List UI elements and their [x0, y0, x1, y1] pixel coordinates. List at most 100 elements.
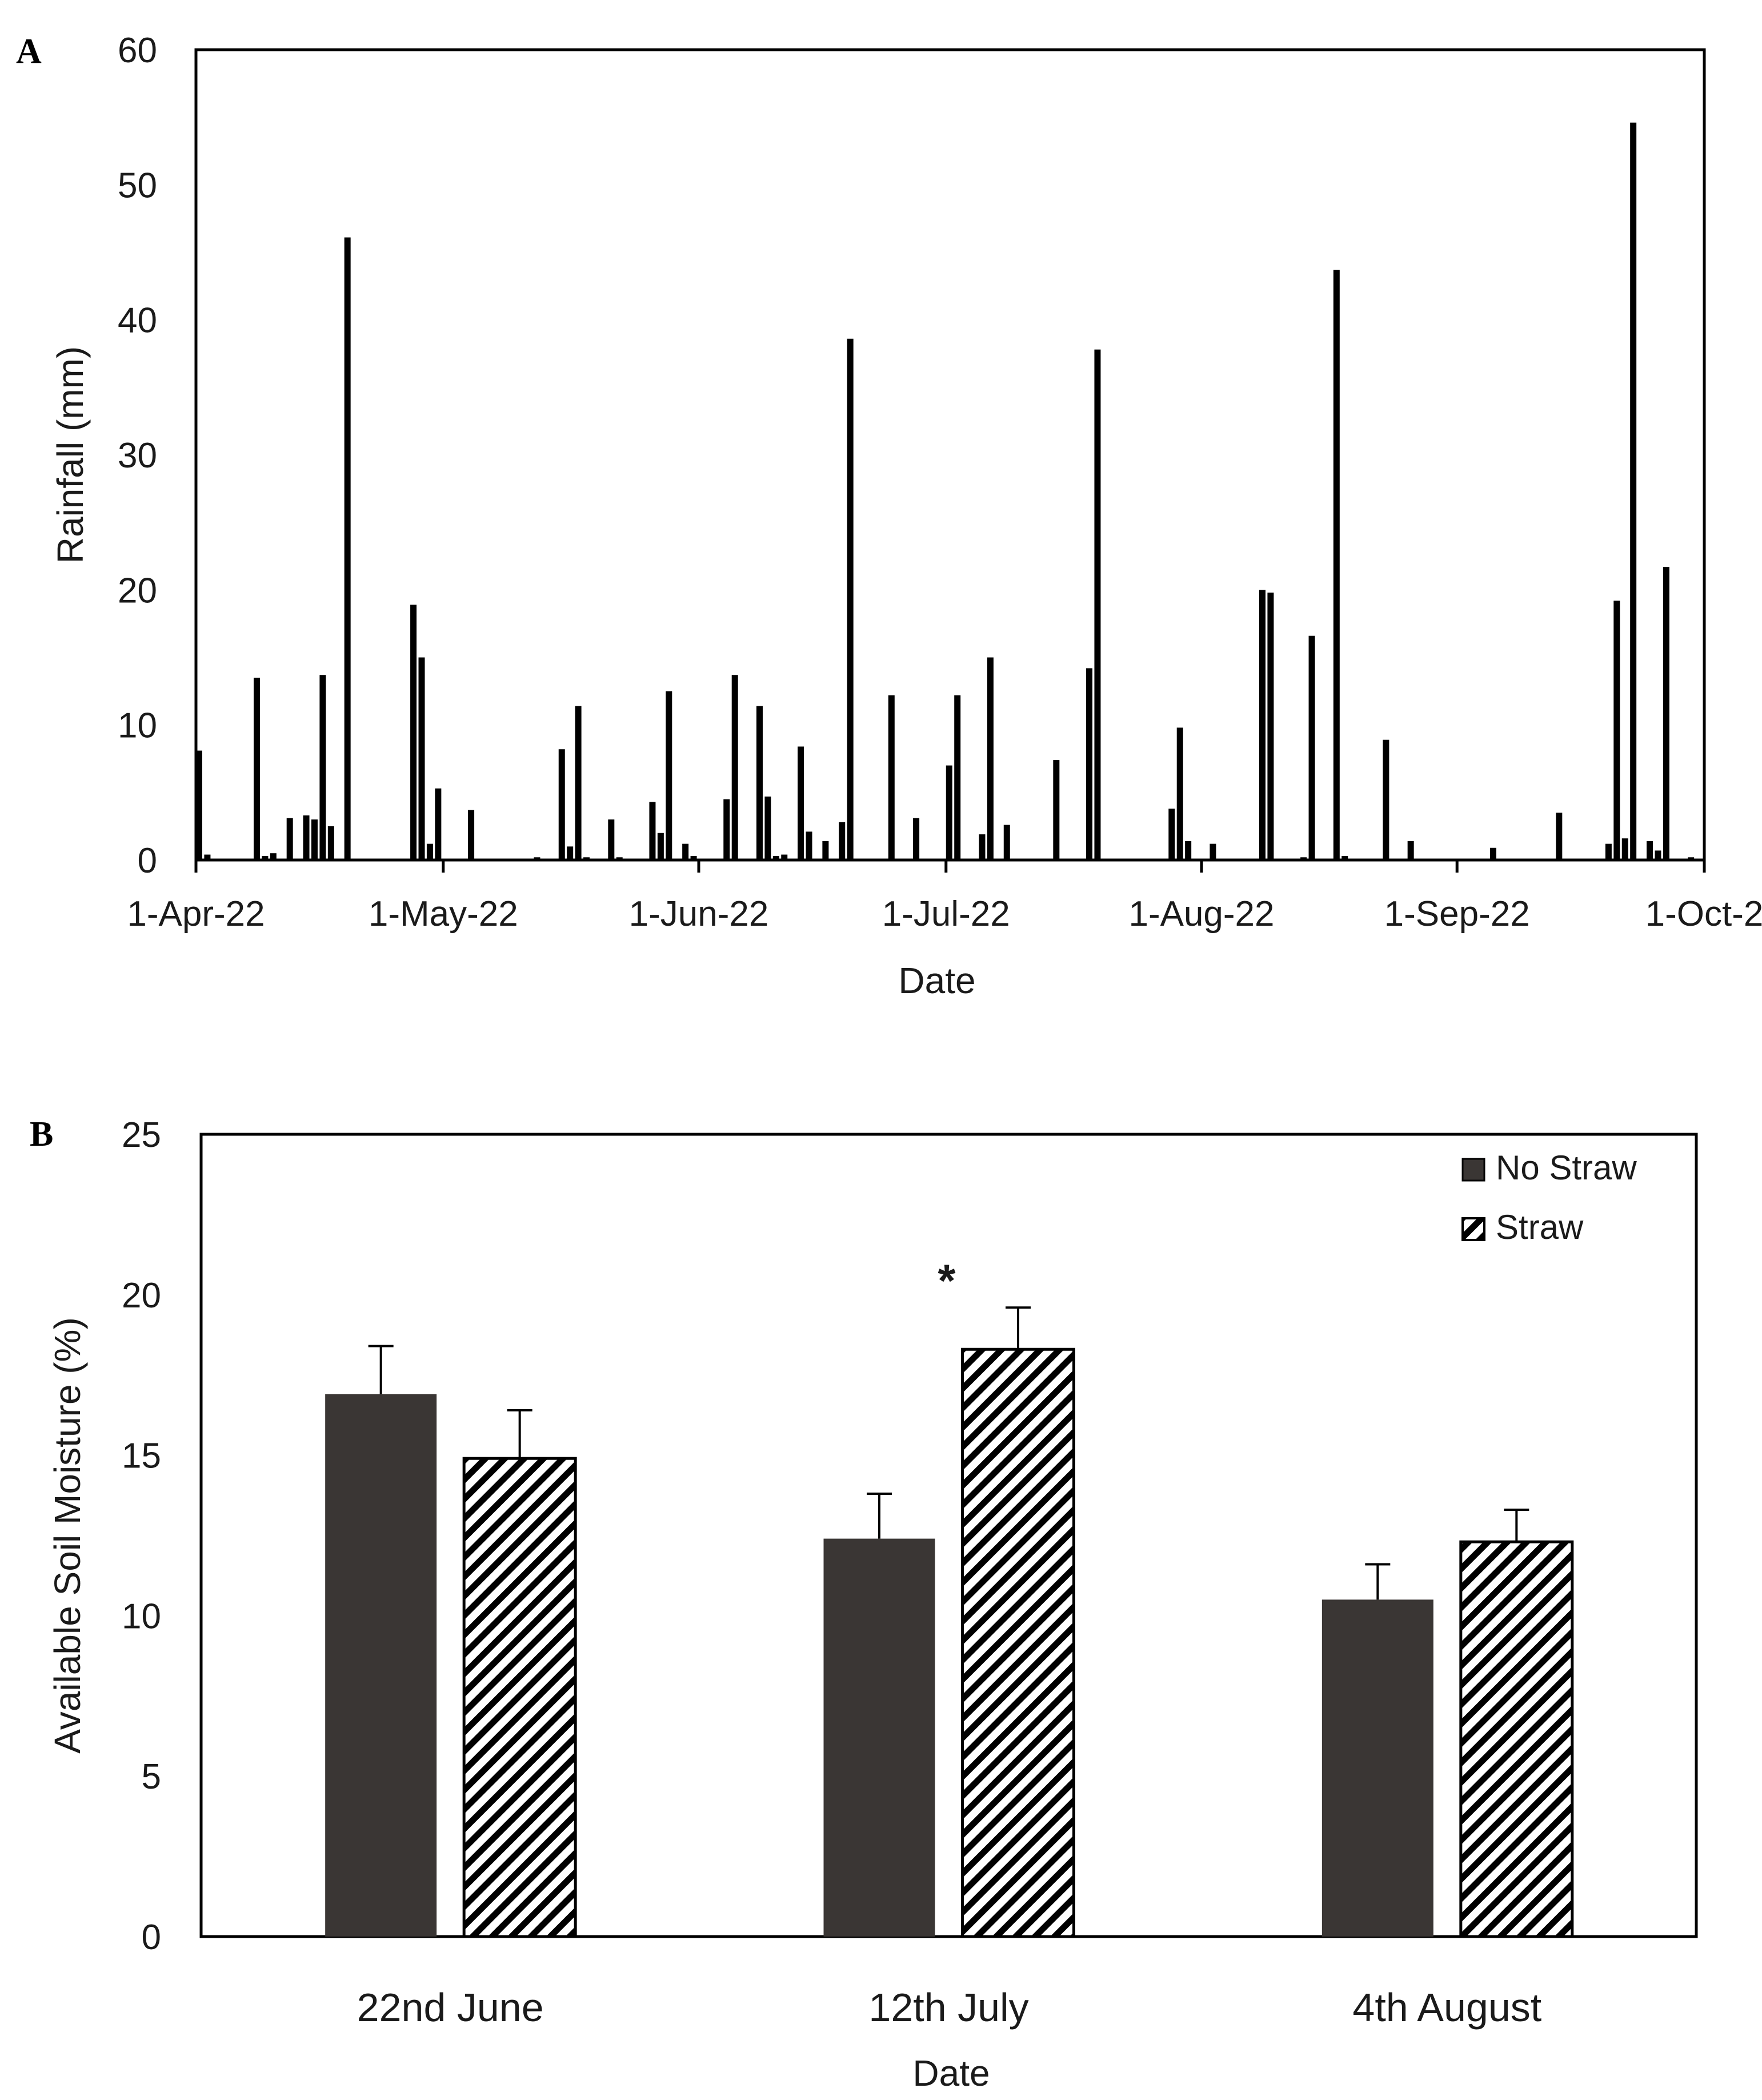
panel-b: B 0 5 10 15 20 25 * 22nd June 12th July 4th Aug… — [30, 1115, 1698, 2094]
rainfall-bar — [1647, 841, 1653, 860]
rainfall-bar — [410, 605, 417, 860]
panel-a-x-ticks: 1-Apr-22 1-May-22 1-Jun-22 1-Jul-22 1-Aug-22… — [127, 860, 1762, 934]
panel-a-y-ticks: 0 10 20 30 40 50 60 — [118, 31, 157, 881]
panel-b-bars: * — [325, 1255, 1574, 1938]
panel-b-y-tick-label: 0 — [142, 1918, 161, 1957]
panel-b-category-label: 4th August — [1352, 1985, 1541, 2030]
rainfall-bar — [1663, 567, 1669, 860]
bar-no-straw — [325, 1394, 437, 1937]
rainfall-bar — [196, 750, 202, 860]
rainfall-bar — [204, 854, 211, 860]
bar-straw — [1459, 1540, 1574, 1938]
rainfall-bar — [1094, 349, 1101, 860]
rainfall-bar — [311, 819, 318, 860]
rainfall-bar — [1259, 590, 1266, 860]
panel-a-y-tick-label: 50 — [118, 166, 157, 205]
panel-a-x-tick-label: 1-Jun-22 — [629, 894, 769, 934]
rainfall-bar — [1333, 270, 1340, 860]
panel-a-y-tick-label: 30 — [118, 436, 157, 475]
rainfall-bar — [418, 657, 425, 860]
rainfall-bar — [303, 815, 310, 860]
panel-b-y-axis-title: Available Soil Moisture (%) — [47, 1317, 88, 1754]
panel-a-label: A — [16, 32, 42, 71]
rainfall-bar — [1210, 843, 1216, 860]
rainfall-bar — [435, 788, 442, 860]
rainfall-bar — [798, 746, 804, 860]
panel-a-x-tick-label: 1-Apr-22 — [127, 894, 265, 934]
panel-b-y-tick-label: 25 — [122, 1115, 161, 1155]
rainfall-bar — [954, 695, 961, 860]
panel-b-y-tick-label: 15 — [122, 1437, 161, 1476]
panel-a-y-tick-label: 10 — [118, 706, 157, 746]
panel-b-x-axis-title: Date — [912, 2053, 990, 2094]
legend-swatch-no-straw — [1461, 1158, 1485, 1182]
panel-b-category-label: 12th July — [868, 1985, 1028, 2030]
rainfall-bar — [772, 855, 779, 860]
rainfall-bar — [847, 338, 854, 860]
rainfall-bar — [839, 822, 846, 860]
panel-a-x-tick-label: 1-Jul-22 — [882, 894, 1010, 934]
panel-a-x-tick-label: 1-Oct-2 — [1645, 894, 1762, 934]
rainfall-bar — [583, 857, 590, 860]
rainfall-bar — [756, 706, 763, 860]
rainfall-bar — [979, 834, 986, 860]
rainfall-bar — [1341, 855, 1348, 860]
rainfall-bar — [888, 695, 895, 860]
rainfall-bar — [608, 819, 615, 860]
panel-b-category-labels: 22nd June 12th July 4th August — [357, 1985, 1542, 2030]
rainfall-bar — [468, 810, 475, 860]
rainfall-bar — [723, 799, 730, 860]
panel-b-y-tick-label: 10 — [122, 1597, 161, 1636]
panel-a-y-axis-title: Rainfall (mm) — [50, 346, 91, 563]
rainfall-bar — [1176, 727, 1183, 860]
rainfall-bar — [1267, 593, 1274, 860]
panel-a-x-tick-label: 1-Sep-22 — [1384, 894, 1530, 934]
rainfall-bar — [1168, 809, 1175, 860]
rainfall-bar — [781, 854, 788, 860]
rainfall-bar — [534, 857, 540, 860]
rainfall-bar — [764, 796, 771, 860]
rainfall-bar — [822, 841, 829, 860]
panel-a-y-tick-label: 60 — [118, 31, 157, 70]
rainfall-bar — [913, 818, 920, 860]
legend-label-straw: Straw — [1496, 1208, 1584, 1246]
panel-b-label: B — [30, 1115, 53, 1154]
rainfall-bar — [1407, 841, 1414, 860]
panel-b-y-tick-label: 5 — [142, 1757, 161, 1797]
rainfall-bar — [286, 818, 293, 860]
panel-b-category-label: 22nd June — [357, 1985, 544, 2030]
bar-no-straw — [823, 1538, 935, 1937]
rainfall-bar — [262, 855, 269, 860]
panel-a-y-tick-label: 0 — [138, 841, 157, 881]
rainfall-bar — [1613, 601, 1620, 860]
bar-straw — [961, 1347, 1075, 1938]
rainfall-bar — [1630, 122, 1637, 860]
rainfall-bar — [344, 237, 351, 861]
rainfall-bar — [1308, 635, 1315, 860]
rainfall-bar — [1300, 857, 1307, 860]
panel-a-x-tick-label: 1-Aug-22 — [1128, 894, 1274, 934]
panel-a-y-tick-label: 20 — [118, 571, 157, 610]
panel-a-y-tick-label: 40 — [118, 301, 157, 341]
panel-a-x-tick-label: 1-May-22 — [369, 894, 518, 934]
significance-asterisk: * — [938, 1255, 956, 1306]
rainfall-bar — [1489, 847, 1496, 860]
legend-label-no-straw: No Straw — [1496, 1149, 1637, 1187]
legend-swatch-straw — [1461, 1217, 1485, 1241]
panel-b-legend: No Straw Straw — [1461, 1149, 1637, 1246]
rainfall-bar — [426, 843, 433, 860]
bar-no-straw — [1322, 1599, 1433, 1937]
rainfall-bar — [987, 657, 994, 860]
panel-a-x-axis-title: Date — [898, 960, 975, 1001]
panel-b-y-tick-label: 20 — [122, 1276, 161, 1315]
rainfall-bar — [567, 846, 574, 860]
rainfall-bar — [319, 675, 326, 860]
rainfall-bar — [1605, 843, 1612, 860]
panel-a: A 0 10 20 30 40 50 60 1-Apr-22 1-May-22 1-Jun-22… — [16, 31, 1762, 1001]
rainfall-bar — [558, 749, 565, 860]
rainfall-bar — [1086, 668, 1093, 860]
rainfall-bar — [806, 831, 812, 860]
rainfall-bar — [616, 857, 623, 860]
bar-straw — [462, 1457, 577, 1938]
